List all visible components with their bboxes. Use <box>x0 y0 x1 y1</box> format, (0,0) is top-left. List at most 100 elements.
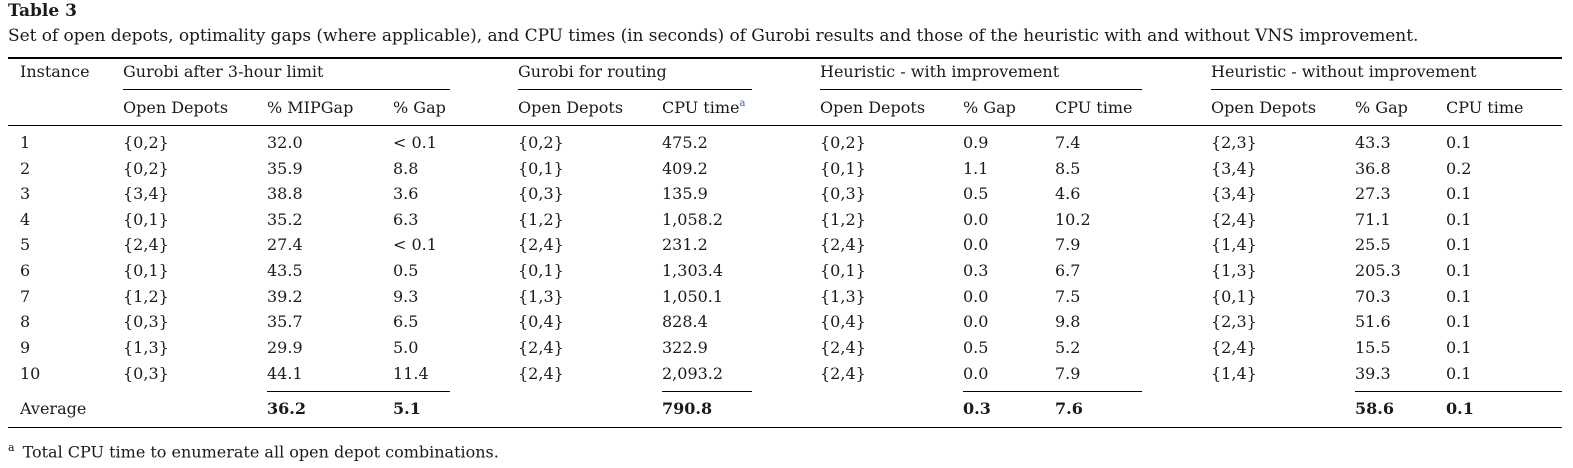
table-cell: {2,4} <box>1211 210 1257 229</box>
column-header: % Gap <box>393 98 446 117</box>
table-cell: 1,058.2 <box>662 210 724 229</box>
table-cell: {2,3} <box>1211 133 1257 152</box>
table-cell: 70.3 <box>1355 287 1391 306</box>
table-cell: 0.1 <box>1446 133 1472 152</box>
table-cell: 5.0 <box>393 338 419 357</box>
table-cell: {0,3} <box>820 184 866 203</box>
table-cell: 1,303.4 <box>662 261 724 280</box>
table-label: Table 3 <box>8 1 77 21</box>
table-cell: 1 <box>20 133 31 152</box>
table-cell: 9.3 <box>393 287 419 306</box>
table-cell: 5.2 <box>1055 338 1081 357</box>
table-cell: {1,3} <box>820 287 866 306</box>
table-cell: 15.5 <box>1355 338 1391 357</box>
table-cell: 0.9 <box>963 133 989 152</box>
table-cell: {2,4} <box>820 364 866 383</box>
average-with-gap: 0.3 <box>963 399 991 418</box>
group-header: Heuristic - without improvement <box>1211 62 1477 81</box>
table-cell: 10.2 <box>1055 210 1091 229</box>
table-cell: 5 <box>20 235 31 254</box>
table-cell: 0.0 <box>963 364 989 383</box>
table-cell: 0.1 <box>1446 312 1472 331</box>
average-label: Average <box>20 399 87 418</box>
table-cell: 71.1 <box>1355 210 1391 229</box>
table-cell: 0.1 <box>1446 364 1472 383</box>
table-cell: 0.5 <box>963 184 989 203</box>
table-cell: 35.7 <box>267 312 303 331</box>
table-cell: {1,2} <box>820 210 866 229</box>
group-rule <box>1211 89 1562 90</box>
column-header: % Gap <box>963 98 1016 117</box>
instance-header: Instance <box>20 62 90 81</box>
table-cell: 0.0 <box>963 210 989 229</box>
table-cell: {3,4} <box>1211 159 1257 178</box>
table-cell: {0,3} <box>123 364 169 383</box>
table-cell: 0.5 <box>393 261 419 280</box>
table-cell: 0.0 <box>963 287 989 306</box>
table-cell: {0,1} <box>1211 287 1257 306</box>
table-cell: 0.1 <box>1446 184 1472 203</box>
table-cell: {1,3} <box>518 287 564 306</box>
column-header: Open Depots <box>1211 98 1317 117</box>
table-cell: 10 <box>20 364 41 383</box>
table-cell: < 0.1 <box>393 133 437 152</box>
column-header: CPU time <box>1446 98 1524 117</box>
table-cell: {3,4} <box>123 184 169 203</box>
table-cell: {2,4} <box>518 364 564 383</box>
table-cell: 6.7 <box>1055 261 1081 280</box>
table-cell: 135.9 <box>662 184 708 203</box>
table-caption: Set of open depots, optimality gaps (whe… <box>8 26 1419 46</box>
table-cell: {0,1} <box>123 261 169 280</box>
table-cell: {2,4} <box>123 235 169 254</box>
table-cell: {0,1} <box>820 261 866 280</box>
bottom-rule <box>8 427 1562 428</box>
average-without-gap: 58.6 <box>1355 399 1394 418</box>
table-cell: {0,1} <box>518 159 564 178</box>
table-cell: 35.2 <box>267 210 303 229</box>
table-cell: {0,4} <box>518 312 564 331</box>
table-cell: 27.3 <box>1355 184 1391 203</box>
table-cell: {0,2} <box>820 133 866 152</box>
table-cell: 3 <box>20 184 31 203</box>
table-cell: {2,4} <box>518 235 564 254</box>
footnote-marker: a <box>8 441 15 454</box>
table-cell: 43.5 <box>267 261 303 280</box>
table-cell: 29.9 <box>267 338 303 357</box>
table-cell: {1,4} <box>1211 364 1257 383</box>
average-without-cpu: 0.1 <box>1446 399 1474 418</box>
table-cell: {1,3} <box>1211 261 1257 280</box>
group-rule <box>820 89 1142 90</box>
group-rule <box>518 89 752 90</box>
average-mipgap: 36.2 <box>267 399 306 418</box>
table-cell: 11.4 <box>393 364 429 383</box>
table-cell: {1,2} <box>123 287 169 306</box>
average-routing-cpu: 790.8 <box>662 399 713 418</box>
table-cell: 0.0 <box>963 235 989 254</box>
top-rule <box>8 57 1562 59</box>
column-header: Open Depots <box>820 98 926 117</box>
table-cell: 7 <box>20 287 31 306</box>
column-header: CPU timea <box>662 97 746 117</box>
table-cell: 27.4 <box>267 235 303 254</box>
table-cell: 36.8 <box>1355 159 1391 178</box>
table-cell: 1.1 <box>963 159 989 178</box>
table-cell: 0.0 <box>963 312 989 331</box>
column-header: % Gap <box>1355 98 1408 117</box>
table-cell: {2,4} <box>820 235 866 254</box>
table-cell: {0,1} <box>820 159 866 178</box>
table-cell: 7.4 <box>1055 133 1081 152</box>
table-cell: {3,4} <box>1211 184 1257 203</box>
table-cell: 2 <box>20 159 31 178</box>
table-cell: 0.1 <box>1446 210 1472 229</box>
footnote-text: Total CPU time to enumerate all open dep… <box>22 442 499 462</box>
table-cell: 4.6 <box>1055 184 1081 203</box>
table-cell: 0.5 <box>963 338 989 357</box>
column-header: Open Depots <box>123 98 229 117</box>
table-footnote: a Total CPU time to enumerate all open de… <box>8 441 499 461</box>
table-cell: {1,3} <box>123 338 169 357</box>
average-rule <box>267 391 450 392</box>
table-cell: {0,4} <box>820 312 866 331</box>
average-rule <box>662 391 752 392</box>
group-header: Gurobi after 3-hour limit <box>123 62 324 81</box>
table-cell: 2,093.2 <box>662 364 724 383</box>
